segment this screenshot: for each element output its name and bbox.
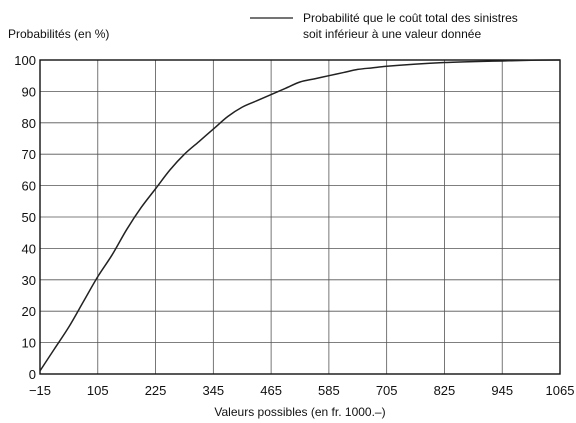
legend-label-line-2: soit inférieur à une valeur donnée bbox=[303, 27, 481, 41]
y-tick-labels: 0 10 20 30 40 50 60 70 80 90 100 bbox=[14, 53, 36, 382]
series-line bbox=[39, 59, 561, 372]
x-tick-label: 585 bbox=[318, 383, 340, 398]
y-tick-label: 70 bbox=[22, 147, 36, 162]
x-tick-label: 345 bbox=[202, 383, 224, 398]
x-tick-label: 225 bbox=[145, 383, 167, 398]
y-tick-label: 90 bbox=[22, 84, 36, 99]
y-tick-label: 80 bbox=[22, 116, 36, 131]
grid bbox=[40, 60, 560, 374]
x-axis-title: Valeurs possibles (en fr. 1000.–) bbox=[214, 405, 385, 419]
x-tick-label: 825 bbox=[434, 383, 456, 398]
y-tick-label: 0 bbox=[29, 367, 36, 382]
y-tick-label: 50 bbox=[22, 210, 36, 225]
y-axis-title: Probabilités (en %) bbox=[8, 27, 109, 41]
plot-frame bbox=[39, 59, 561, 375]
x-tick-label: 465 bbox=[260, 383, 282, 398]
x-tick-label: 945 bbox=[491, 383, 513, 398]
y-tick-label: 60 bbox=[22, 179, 36, 194]
y-tick-label: 30 bbox=[22, 273, 36, 288]
x-tick-label: −15 bbox=[29, 383, 51, 398]
y-tick-label: 10 bbox=[22, 336, 36, 351]
y-tick-label: 20 bbox=[22, 304, 36, 319]
legend-label-line-1: Probabilité que le coût total des sinist… bbox=[303, 11, 518, 25]
series-layer bbox=[39, 59, 561, 372]
y-tick-label: 100 bbox=[14, 53, 36, 68]
y-tick-label: 40 bbox=[22, 241, 36, 256]
x-tick-label: 705 bbox=[376, 383, 398, 398]
x-tick-label: 1065 bbox=[546, 383, 575, 398]
legend: Probabilité que le coût total des sinist… bbox=[250, 11, 518, 41]
x-tick-labels: −15 105 225 345 465 585 705 825 945 1065 bbox=[29, 383, 574, 398]
x-tick-label: 105 bbox=[87, 383, 109, 398]
